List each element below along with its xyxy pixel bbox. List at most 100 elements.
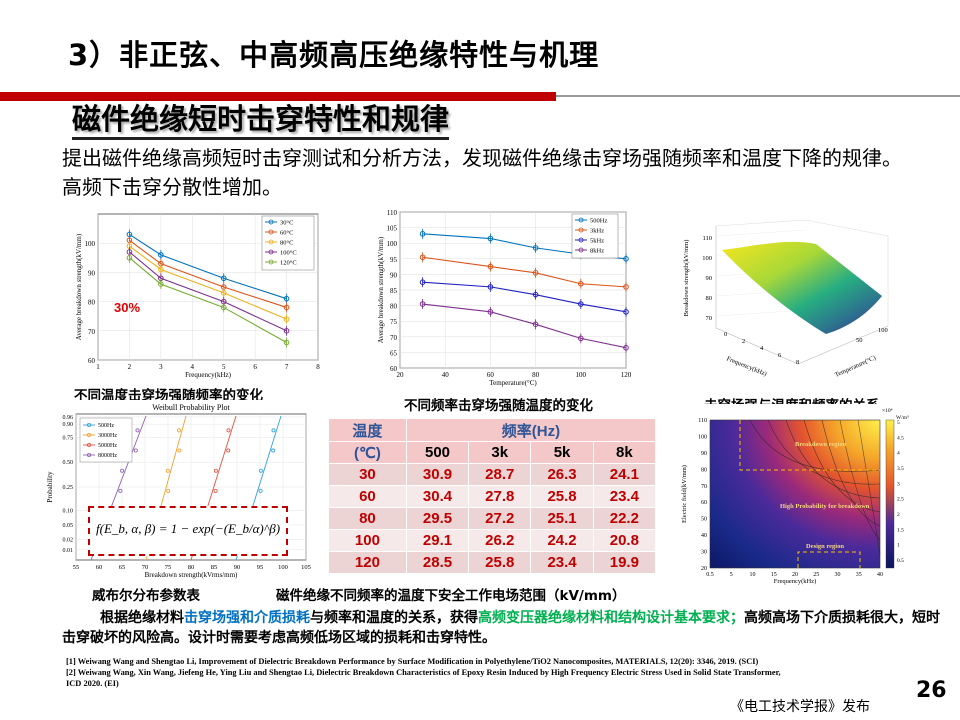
legend-marker — [268, 249, 274, 255]
table-cell: 23.4 — [592, 485, 657, 508]
data-point — [165, 468, 170, 473]
table-cell: 24.1 — [592, 463, 657, 486]
data-point — [419, 301, 426, 307]
table-row: 60 30.4 27.8 25.8 23.4 — [328, 485, 657, 508]
data-point — [487, 309, 494, 315]
data-point — [532, 321, 539, 328]
x-tick-label: 60 — [96, 564, 103, 571]
data-point — [623, 309, 629, 315]
legend-box — [261, 215, 315, 271]
legend-label: 80°C — [280, 240, 293, 247]
data-point — [578, 280, 584, 287]
legend-marker — [87, 422, 92, 427]
table-cell: 30.9 — [405, 463, 470, 486]
table-cell: 29.1 — [405, 529, 470, 552]
x-tick-label: 50 — [856, 337, 863, 344]
region-label: Breakdown region — [795, 441, 847, 448]
y-tick-label: 0.02 — [63, 538, 74, 544]
table-cell: 25.1 — [530, 507, 594, 530]
legend-label: 500Hz — [590, 218, 607, 225]
colorbar-tick: 5 — [897, 420, 900, 426]
data-point — [283, 304, 290, 311]
gridline — [715, 309, 807, 317]
caption-table: 磁件绝缘不同频率的温度下安全工作电场范围（kV/mm） — [276, 588, 626, 604]
z-tick-label: 100 — [702, 255, 712, 262]
data-point — [120, 468, 125, 473]
y-tick-label: 100 — [387, 240, 398, 248]
heatmap-area — [709, 419, 881, 569]
x-tick-label: 35 — [856, 572, 862, 578]
legend-marker — [268, 259, 274, 265]
colorbar-tick: 3.5 — [897, 466, 904, 472]
y-tick-label: 6 — [778, 352, 782, 359]
table-cell: 27.8 — [468, 485, 532, 508]
y-tick-label: 85 — [390, 287, 398, 295]
x-tick-label: 4 — [191, 363, 195, 371]
table-freq-col: 8k — [592, 441, 657, 464]
gridline — [715, 229, 807, 237]
surface — [722, 241, 882, 334]
summary-text: 根据绝缘材料击穿场强和介质损耗与频率和温度的关系，获得高频变压器绝缘材料和结构设… — [62, 608, 942, 648]
y-tick-label: 30 — [701, 550, 707, 556]
y-axis-label: Probability — [46, 471, 54, 503]
y-tick-label: 40 — [701, 533, 707, 539]
x-axis-label: Temperature(°C) — [834, 354, 877, 378]
table-cell: 30 — [328, 463, 407, 486]
data-point — [487, 263, 494, 270]
data-point — [419, 254, 426, 261]
x-tick-label: 6 — [253, 363, 257, 371]
data-point — [135, 428, 140, 433]
y-tick-label: 110 — [387, 209, 398, 217]
table-cell: 26.3 — [530, 463, 594, 486]
series-line — [129, 245, 287, 320]
x-tick-label: 105 — [301, 564, 311, 571]
legend-label: 8kHz — [590, 248, 604, 255]
colorbar-tick: 3 — [897, 481, 900, 487]
publisher-note: 《电工技术学报》发布 — [730, 699, 870, 715]
table-header-freq: 频率(Hz) — [405, 418, 657, 442]
data-point — [623, 344, 629, 351]
x-tick-label: 100 — [278, 564, 288, 571]
legend-label: 8000Hz — [98, 453, 117, 459]
table-row: 100 29.1 26.2 24.2 20.8 — [328, 529, 657, 552]
z-tick-label: 70 — [706, 315, 713, 322]
breakdown-boundary — [739, 420, 880, 471]
table-cell: 29.5 — [405, 507, 470, 530]
contour-line — [839, 419, 881, 541]
y-axis-label: Average breakdown strength(kV/mm) — [75, 233, 83, 340]
data-point — [487, 235, 494, 242]
table-cell: 80 — [328, 507, 407, 530]
series-line — [129, 239, 287, 308]
data-point — [283, 328, 290, 334]
legend-marker — [87, 433, 92, 438]
section-subtitle: 磁件绝缘短时击穿特性和规律 — [72, 101, 450, 140]
y-tick-label: 60 — [88, 357, 96, 365]
data-point — [419, 231, 426, 237]
y-tick-label: 70 — [701, 484, 707, 490]
table-cell: 23.4 — [530, 551, 594, 574]
y-tick-label: 80 — [88, 299, 96, 307]
x-tick-label: 120 — [621, 371, 632, 379]
title-red-bar — [0, 92, 556, 101]
x-tick-label: 10 — [750, 572, 756, 578]
y-axis-label: Average breakdown strength(kV/mm) — [377, 236, 385, 343]
table-cell: 26.2 — [468, 529, 532, 552]
contour-line — [821, 419, 881, 527]
data-point — [532, 291, 539, 298]
chart-loss-heatmap: Breakdown region High Probability for bre… — [676, 404, 922, 588]
page-title: 3）非正弦、中高频高压绝缘特性与机理 — [68, 38, 600, 72]
x-tick-label: 70 — [142, 564, 149, 571]
y-tick-label: 110 — [698, 418, 707, 424]
table: 温度 频率(Hz) (℃) 500 3k 5k 8k 30 30.9 28.7 26.… — [328, 418, 657, 574]
reference-item: ICD 2020. (EI) — [66, 679, 119, 688]
axis-box — [715, 226, 889, 365]
weibull-formula: f(E_b, α, β) = 1 − exp(−(E_b/α)^β) — [88, 506, 288, 556]
legend-marker — [87, 453, 92, 458]
table-cell: 22.2 — [592, 507, 657, 530]
table-freq-col: 3k — [468, 441, 532, 464]
table-cell: 25.8 — [530, 485, 594, 508]
legend-marker — [268, 229, 274, 235]
legend-label: 100°C — [280, 250, 297, 257]
legend-marker — [268, 239, 274, 245]
y-tick-label: 0.96 — [63, 415, 74, 421]
